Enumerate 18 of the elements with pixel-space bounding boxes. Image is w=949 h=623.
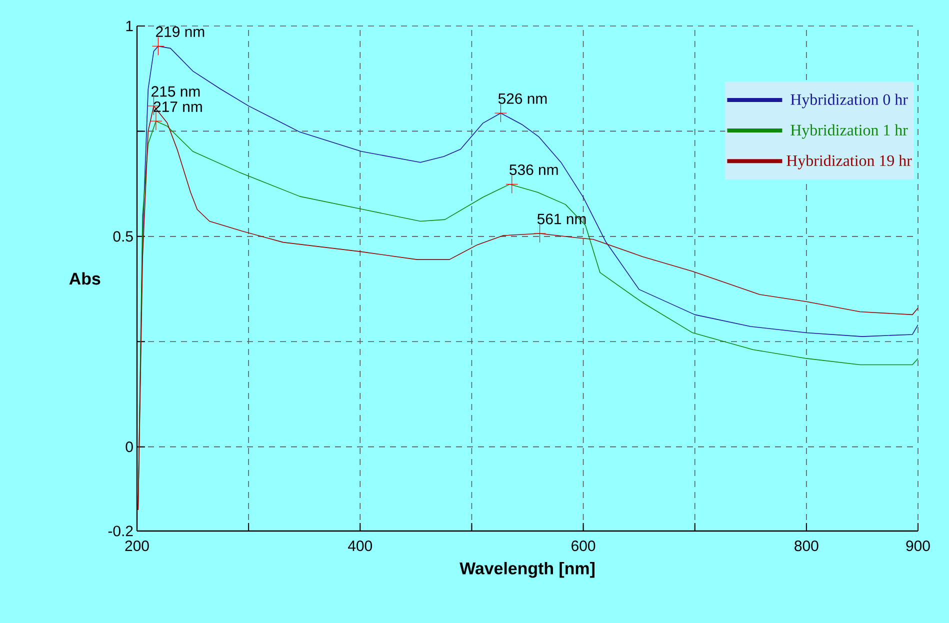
annotation: 526 nm [498,93,547,104]
legend-label: Hybridization 19 hr [786,154,912,170]
annotation: 536 nm [510,164,558,176]
x-tick-label: 400 [348,540,372,552]
y-tick-label: -0.2 [108,526,133,536]
x-tick-label: 200 [125,540,149,552]
y-tick-label: 0 [126,442,133,452]
legend-label: Hybridization 1 hr [790,124,908,139]
y-tick-label: 0.5 [113,231,133,242]
x-axis-title: Wavelength [nm] [460,562,594,578]
legend-label: Hybridization 0 hr [790,94,908,108]
annotation: 219 nm [156,26,204,37]
annotation: 215 nm [152,86,200,97]
x-tick-label: 900 [906,540,930,552]
y-tick-label: 1 [126,20,133,32]
x-tick-label: 800 [794,540,818,552]
y-axis-title: Abs [69,272,100,285]
x-tick-label: 600 [572,540,596,552]
